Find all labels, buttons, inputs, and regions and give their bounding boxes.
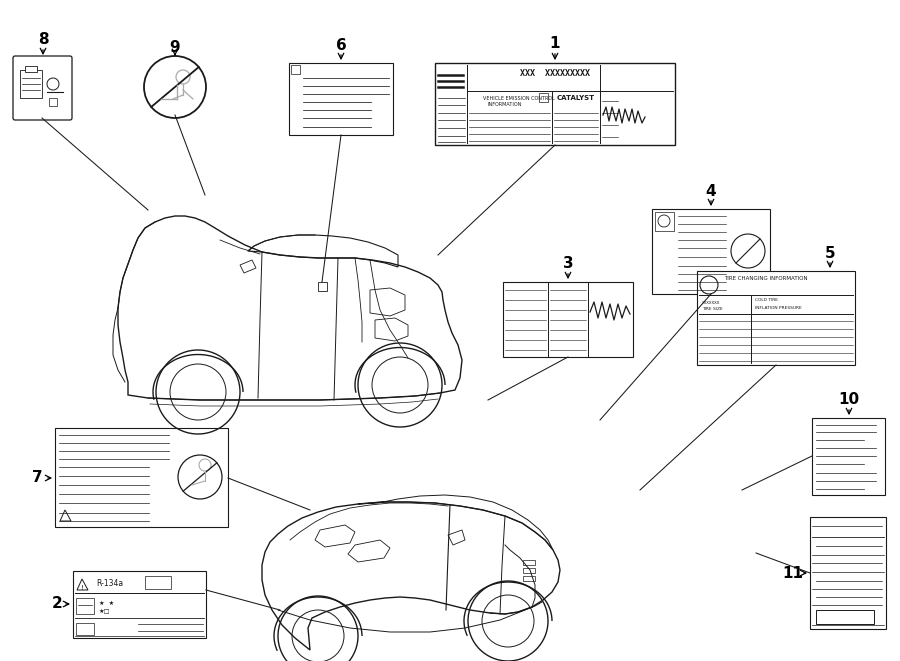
Text: 10: 10: [839, 393, 860, 407]
Text: 2: 2: [51, 596, 62, 611]
Bar: [145, 576, 171, 589]
Text: 7: 7: [32, 471, 42, 485]
Bar: [523, 560, 535, 565]
Text: 1: 1: [550, 36, 560, 52]
Bar: [810, 517, 886, 629]
Text: 5: 5: [824, 245, 835, 260]
Text: TIRE CHANGING INFORMATION: TIRE CHANGING INFORMATION: [724, 276, 807, 282]
Text: !: !: [81, 585, 84, 591]
Text: 9: 9: [170, 40, 180, 54]
Bar: [76, 623, 94, 635]
Bar: [539, 93, 548, 102]
Bar: [289, 63, 393, 135]
Text: ★□: ★□: [99, 609, 111, 615]
Bar: [816, 610, 874, 624]
Text: CATALYST: CATALYST: [557, 95, 595, 101]
Bar: [318, 282, 327, 291]
Bar: [76, 598, 94, 614]
Bar: [503, 282, 633, 357]
Bar: [291, 65, 300, 74]
Text: 4: 4: [706, 184, 716, 198]
Bar: [697, 271, 855, 365]
Text: 3: 3: [562, 256, 573, 272]
Text: INFORMATION: INFORMATION: [488, 102, 522, 108]
Text: XXXXXXX: XXXXXXX: [702, 301, 720, 305]
Bar: [523, 576, 535, 581]
Bar: [73, 571, 206, 638]
Bar: [49, 98, 57, 106]
Bar: [25, 66, 37, 72]
Text: 8: 8: [38, 32, 49, 48]
Text: 6: 6: [336, 38, 346, 52]
Text: R-134a: R-134a: [96, 578, 123, 588]
Bar: [655, 212, 674, 231]
Text: VEHICLE EMISSION CONTROL: VEHICLE EMISSION CONTROL: [483, 95, 555, 100]
Bar: [652, 209, 770, 294]
Bar: [812, 418, 885, 495]
Text: 11: 11: [782, 566, 804, 580]
FancyBboxPatch shape: [13, 56, 72, 120]
Bar: [55, 428, 228, 527]
Text: COLD TIRE: COLD TIRE: [755, 298, 778, 302]
Text: INFLATION PRESSURE: INFLATION PRESSURE: [755, 306, 802, 310]
Bar: [20, 70, 42, 98]
Text: XXX  XXXXXXXXX: XXX XXXXXXXXX: [520, 69, 590, 79]
Text: TIRE SIZE: TIRE SIZE: [702, 307, 723, 311]
Bar: [523, 568, 535, 573]
Text: ★  ★: ★ ★: [99, 600, 114, 605]
Bar: [435, 63, 675, 145]
